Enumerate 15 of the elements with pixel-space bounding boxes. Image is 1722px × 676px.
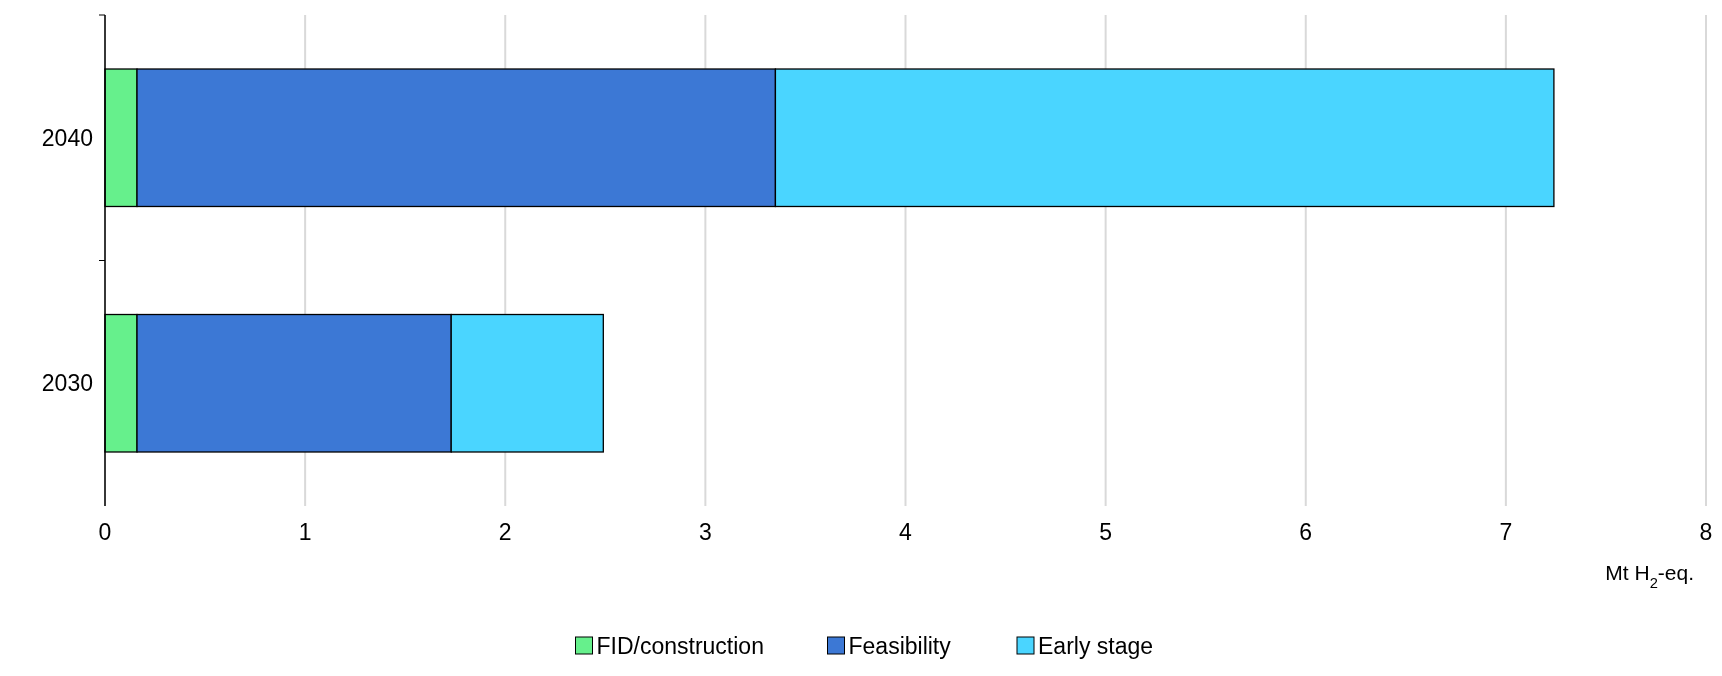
x-tick-label: 3 [698,519,712,545]
x-tick-label: 6 [1299,519,1313,545]
y-tick-label: 2040 [41,124,93,151]
x-tick-label: 0 [98,519,112,545]
legend-label: FID/construction [596,633,764,659]
x-tick-label: 5 [1099,519,1113,545]
x-tick-label: 7 [1499,519,1513,545]
y-tick-label: 2030 [41,370,93,397]
x-axis-title: Mt H$_{2}$-eq. [1605,561,1694,591]
x-tick-label: 8 [1699,519,1713,545]
x-tick-label: 1 [298,519,312,545]
legend-label: Feasibility [848,633,952,659]
x-tick-label: 4 [899,519,913,545]
x-tick-label: 2 [498,519,512,545]
legend-label: Early stage [1038,633,1154,659]
